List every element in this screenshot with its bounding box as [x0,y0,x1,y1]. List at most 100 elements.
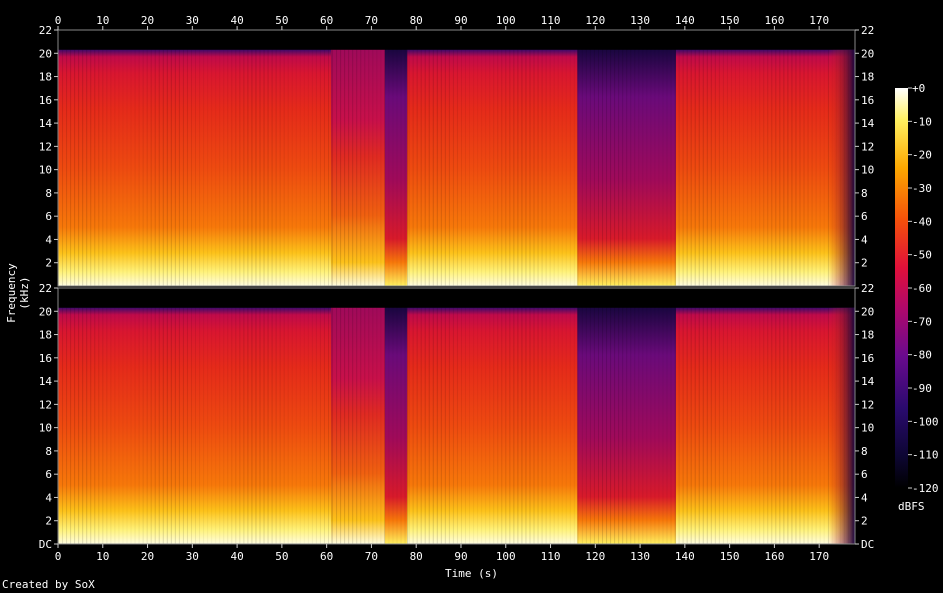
x-tick-label-bottom: 110 [541,550,561,563]
texture-line [263,49,265,287]
texture-line [815,49,817,287]
texture-line [678,49,680,287]
y-tick-label-right: 22 [861,24,874,37]
y-tick-label-left: 20 [39,47,52,60]
texture-line [279,307,281,544]
x-tick-label-bottom: 50 [275,550,288,563]
texture-line [162,49,164,287]
texture-line [779,307,781,544]
texture-line [803,307,805,544]
texture-line [747,307,749,544]
texture-line [166,307,168,544]
colorbar-tick-label: -60 [912,282,932,295]
y-tick-label-left: 18 [39,329,52,342]
texture-line [493,49,495,287]
texture-line [650,307,652,544]
texture-line [392,307,394,544]
texture-line [299,49,301,287]
texture-line [392,49,394,287]
texture-line [823,49,825,287]
y-tick-label-left: 12 [39,140,52,153]
texture-line [158,307,160,544]
channel-1-panel [57,29,856,287]
spectrum-segment [58,49,332,287]
texture-line [344,49,346,287]
texture-line [251,49,253,287]
texture-line [585,49,587,287]
x-tick-label-bottom: 160 [764,550,784,563]
texture-line [577,49,579,287]
texture-line [380,49,382,287]
texture-line [815,307,817,544]
texture-line [799,307,801,544]
texture-line [565,307,567,544]
texture-line [662,49,664,287]
texture-line [352,307,354,544]
texture-line [843,49,845,287]
texture-line [195,49,197,287]
colorbar-tick-label: -10 [912,115,932,128]
texture-line [682,307,684,544]
texture-line [440,49,442,287]
texture-line [66,49,68,287]
texture-line [775,49,777,287]
x-tick-label-top: 80 [410,14,423,27]
texture-line [134,49,136,287]
texture-line [735,49,737,287]
texture-line [839,49,841,287]
texture-line [70,307,72,544]
x-tick-label-bottom: 120 [585,550,605,563]
spectrum-segment [58,307,332,544]
texture-line [493,307,495,544]
texture-line [533,307,535,544]
texture-line [340,49,342,287]
texture-line [654,307,656,544]
texture-line [835,49,837,287]
texture-line [698,49,700,287]
y-tick-label-right: 4 [861,233,868,246]
texture-line [90,49,92,287]
texture-line [481,49,483,287]
texture-line [70,49,72,287]
y-tick-label-left: 14 [39,117,53,130]
texture-line [364,307,366,544]
texture-line [811,49,813,287]
texture-line [110,307,112,544]
texture-line [606,49,608,287]
y-tick-label-right: 2 [861,257,868,270]
texture-line [529,49,531,287]
texture-line [275,49,277,287]
x-tick-label-bottom: 70 [365,550,378,563]
texture-line [714,307,716,544]
x-tick-label-bottom: 30 [186,550,199,563]
texture-line [634,307,636,544]
x-tick-label-top: 140 [675,14,695,27]
texture-line [356,49,358,287]
y-tick-label-left: 10 [39,164,52,177]
x-tick-label-top: 50 [275,14,288,27]
texture-line [791,49,793,287]
texture-line [102,49,104,287]
texture-line [730,49,732,287]
texture-line [819,49,821,287]
texture-line [388,307,390,544]
texture-line [114,49,116,287]
texture-line [267,49,269,287]
texture-line [722,49,724,287]
texture-line [319,307,321,544]
texture-line [311,49,313,287]
texture-line [477,307,479,544]
texture-line [726,307,728,544]
texture-line [440,307,442,544]
texture-line [130,307,132,544]
texture-line [428,49,430,287]
texture-line [843,307,845,544]
texture-line [513,307,515,544]
texture-line [344,307,346,544]
texture-line [630,307,632,544]
texture-line [412,307,414,544]
texture-line [215,49,217,287]
texture-line [593,49,595,287]
texture-line [517,49,519,287]
